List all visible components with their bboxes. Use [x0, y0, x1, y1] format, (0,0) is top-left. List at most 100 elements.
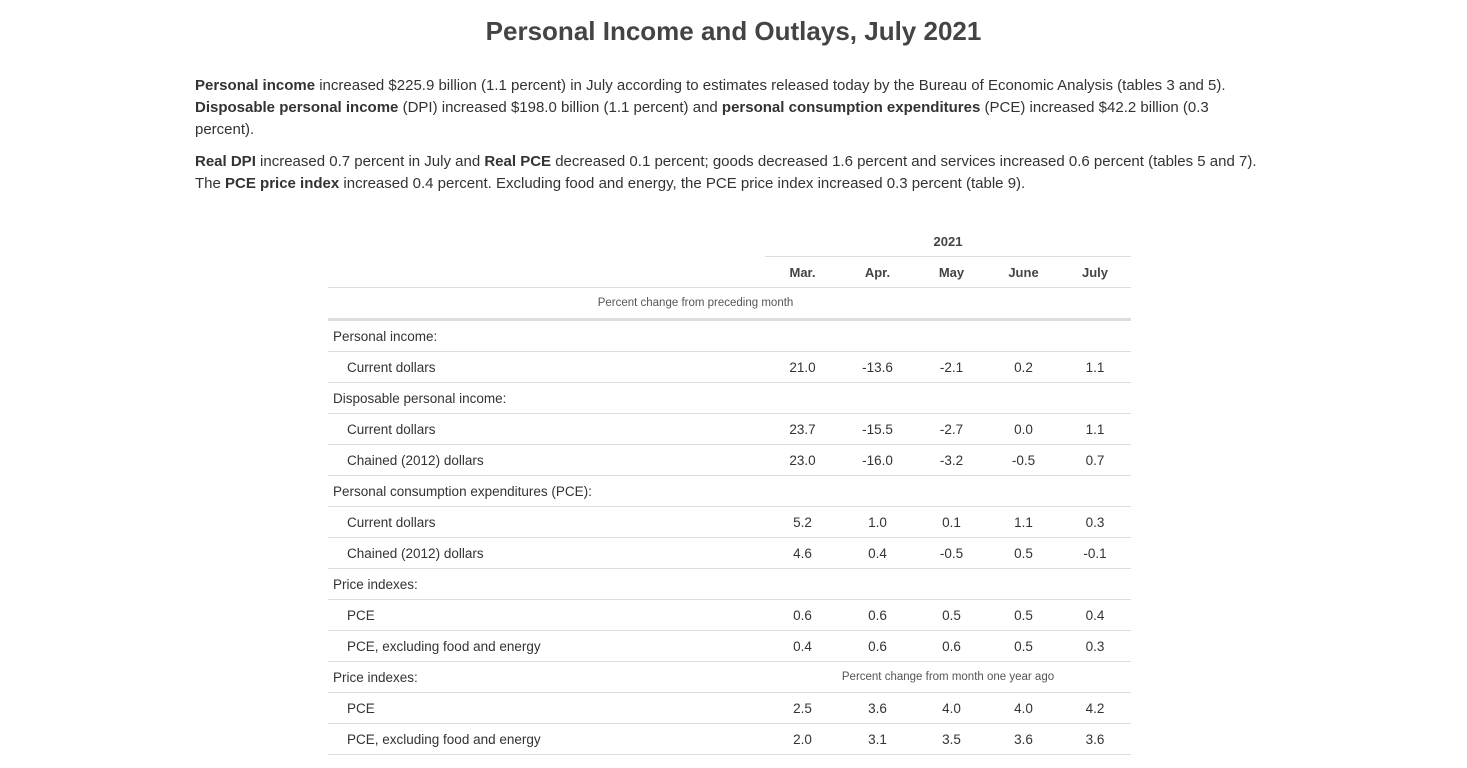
cell: 3.1 [840, 723, 915, 755]
data-row: Chained (2012) dollars 23.0 -16.0 -3.2 -0.5 0… [328, 444, 1132, 476]
cell: 0.5 [988, 537, 1059, 569]
paragraph: Real DPI increased 0.7 percent in July a… [195, 151, 1265, 195]
cell: 5.2 [765, 506, 840, 538]
section-label: Price indexes: [328, 568, 765, 600]
cell: 2.5 [765, 692, 840, 724]
text: increased 0.4 percent. Excluding food an… [339, 175, 1026, 192]
data-row: Current dollars 23.7 -15.5 -2.7 0.0 1.1 [328, 413, 1132, 445]
data-row: PCE 0.6 0.6 0.5 0.5 0.4 [328, 599, 1132, 631]
cell: 0.4 [840, 537, 915, 569]
subheader-row: Percent change from preceding month [328, 287, 1132, 321]
bold-text: Real DPI [195, 153, 256, 170]
cell: 0.5 [915, 599, 988, 631]
cell: 0.7 [1059, 444, 1132, 476]
bold-text: personal consumption expenditures [721, 99, 981, 116]
cell: 4.0 [988, 692, 1059, 724]
data-row: Current dollars 5.2 1.0 0.1 1.1 0.3 [328, 506, 1132, 538]
cell: 21.0 [765, 351, 840, 383]
column-header: Mar. [765, 256, 840, 288]
cell: 3.6 [1059, 723, 1132, 755]
blank-cell [765, 568, 1132, 600]
cell: -15.5 [840, 413, 915, 445]
blank-cell [765, 475, 1132, 507]
cell: -3.2 [915, 444, 988, 476]
cell: -2.7 [915, 413, 988, 445]
section-row: Price indexes: Percent change from month … [328, 661, 1132, 693]
row-label: PCE [328, 599, 765, 631]
cell: 0.0 [988, 413, 1059, 445]
blank-cell [328, 256, 765, 288]
cell: 23.7 [765, 413, 840, 445]
group-header: 2021 [765, 226, 1132, 257]
cell: -0.5 [915, 537, 988, 569]
text: (PCE) increased $42.2 billion (0.3 perce… [195, 99, 1209, 138]
cell: 3.5 [915, 723, 988, 755]
column-header: July [1059, 256, 1132, 288]
cell: 3.6 [988, 723, 1059, 755]
row-label: PCE, excluding food and energy [328, 630, 765, 662]
cell: 23.0 [765, 444, 840, 476]
cell: 0.4 [765, 630, 840, 662]
cell: -13.6 [840, 351, 915, 383]
paragraph: Personal income increased $225.9 billion… [195, 75, 1265, 141]
cell: 1.1 [988, 506, 1059, 538]
row-label: PCE [328, 692, 765, 724]
note: Percent change from month one year ago [765, 661, 1132, 693]
blank-cell [328, 226, 765, 257]
cell: -2.1 [915, 351, 988, 383]
row-label: Current dollars [328, 351, 765, 383]
text: (DPI) increased $198.0 billion (1.1 perc… [398, 99, 722, 116]
section-row: Disposable personal income: [328, 382, 1132, 414]
section-row: Personal consumption expenditures (PCE): [328, 475, 1132, 507]
cell: -16.0 [840, 444, 915, 476]
cell: 0.4 [1059, 599, 1132, 631]
bold-text: Personal income [195, 77, 316, 94]
data-row: Current dollars 21.0 -13.6 -2.1 0.2 1.1 [328, 351, 1132, 383]
data-row: Chained (2012) dollars 4.6 0.4 -0.5 0.5 -0.1 [328, 537, 1132, 569]
column-header: May [915, 256, 988, 288]
data-table: 2021 Mar. Apr. May June July Percent change fr… [328, 226, 1132, 755]
text: increased $225.9 billion (1.1 percent) i… [315, 77, 1226, 94]
cell: -0.1 [1059, 537, 1132, 569]
subheader: Percent change from preceding month [328, 287, 1132, 321]
row-label: Current dollars [328, 413, 765, 445]
section-row: Personal income: [328, 319, 1132, 352]
row-label: PCE, excluding food and energy [328, 723, 765, 755]
cell: 2.0 [765, 723, 840, 755]
header-row: Mar. Apr. May June July [328, 256, 1132, 288]
column-header: June [988, 256, 1059, 288]
cell: 0.5 [988, 599, 1059, 631]
cell: 0.3 [1059, 506, 1132, 538]
blank-cell [765, 319, 1132, 352]
header-row: 2021 [328, 226, 1132, 257]
cell: 3.6 [840, 692, 915, 724]
cell: -0.5 [988, 444, 1059, 476]
bold-text: Real PCE [484, 153, 552, 170]
column-header: Apr. [840, 256, 915, 288]
row-label: Chained (2012) dollars [328, 537, 765, 569]
data-row: PCE, excluding food and energy 0.4 0.6 0.6 0… [328, 630, 1132, 662]
cell: 0.6 [840, 599, 915, 631]
cell: 0.6 [915, 630, 988, 662]
row-label: Current dollars [328, 506, 765, 538]
section-label: Personal consumption expenditures (PCE): [328, 475, 765, 507]
data-row: PCE, excluding food and energy 2.0 3.1 3.5 3… [328, 723, 1132, 755]
cell: 4.2 [1059, 692, 1132, 724]
section-label: Price indexes: [328, 661, 765, 693]
page-title: Personal Income and Outlays, July 2021 [485, 16, 982, 46]
cell: 0.5 [988, 630, 1059, 662]
summary: Personal income increased $225.9 billion… [195, 75, 1265, 205]
cell: 0.3 [1059, 630, 1132, 662]
data-row: PCE 2.5 3.6 4.0 4.0 4.2 [328, 692, 1132, 724]
cell: 0.6 [840, 630, 915, 662]
bold-text: Disposable personal income [195, 99, 399, 116]
cell: 1.1 [1059, 413, 1132, 445]
cell: 1.0 [840, 506, 915, 538]
section-label: Disposable personal income: [328, 382, 765, 414]
cell: 4.0 [915, 692, 988, 724]
bold-text: PCE price index [225, 175, 340, 192]
section-label: Personal income: [328, 319, 765, 352]
row-label: Chained (2012) dollars [328, 444, 765, 476]
section-row: Price indexes: [328, 568, 1132, 600]
